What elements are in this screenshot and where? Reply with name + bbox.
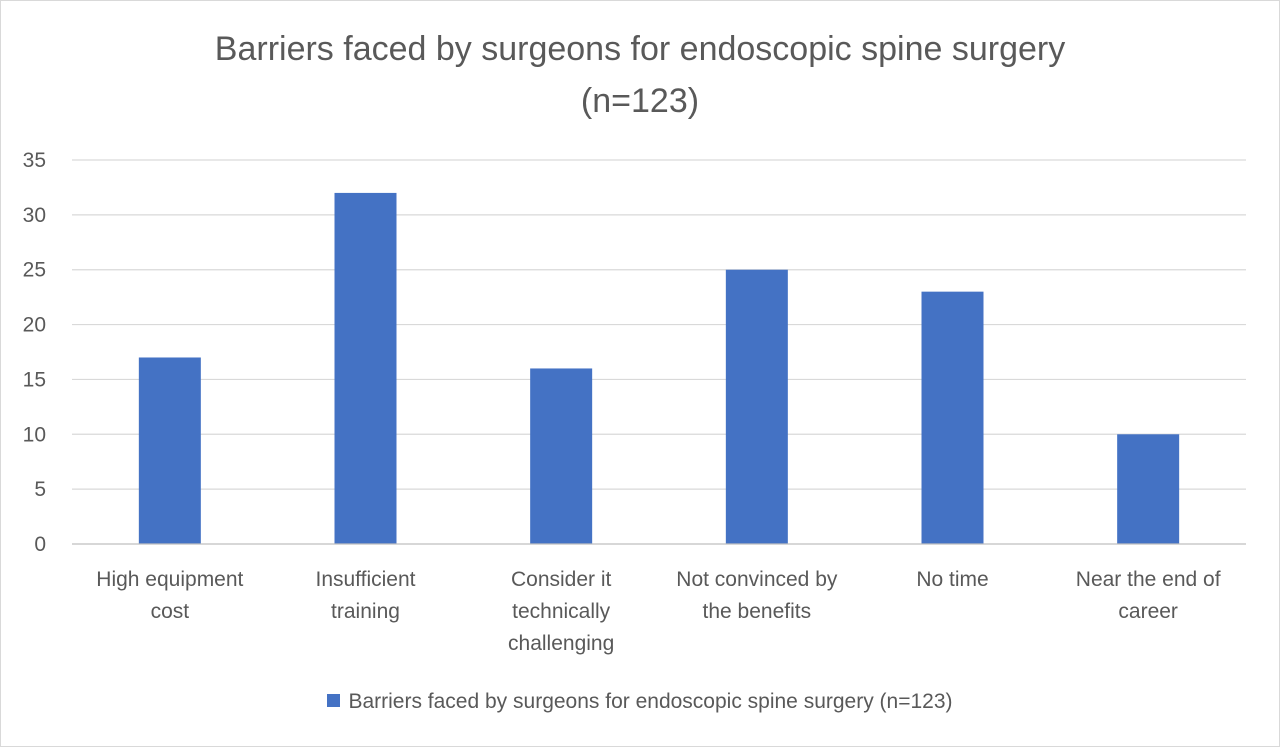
x-category-label: Near the end of career	[1076, 568, 1221, 623]
x-category-label: Not convinced by the benefits	[676, 568, 838, 623]
bar-1	[334, 192, 397, 544]
legend-label: Barriers faced by surgeons for endoscopi…	[348, 690, 953, 713]
chart-title-line-2: (n=123)	[580, 82, 700, 120]
bar-3	[725, 269, 788, 544]
x-category-label: Consider it technically challenging	[508, 568, 614, 655]
y-tick-label: 35	[23, 149, 46, 172]
y-tick-label: 15	[23, 368, 46, 391]
y-tick-label: 10	[23, 423, 46, 446]
y-tick-label: 0	[34, 533, 46, 556]
bar-4	[921, 291, 984, 544]
y-tick-label: 25	[23, 259, 46, 282]
bar-0	[138, 357, 201, 544]
y-tick-label: 20	[23, 314, 46, 337]
x-category-label: High equipment cost	[96, 568, 243, 623]
y-tick-label: 5	[34, 478, 46, 501]
chart-title-line-1: Barriers faced by surgeons for endoscopi…	[214, 30, 1066, 68]
bar-2	[530, 368, 593, 544]
legend-swatch	[327, 693, 341, 707]
chart-legend: Barriers faced by surgeons for endoscopi…	[0, 688, 1280, 716]
x-category-label: No time	[916, 568, 988, 591]
bar-5	[1117, 434, 1180, 544]
x-category-label: Insufficient training	[315, 568, 415, 623]
y-tick-label: 30	[23, 204, 46, 227]
